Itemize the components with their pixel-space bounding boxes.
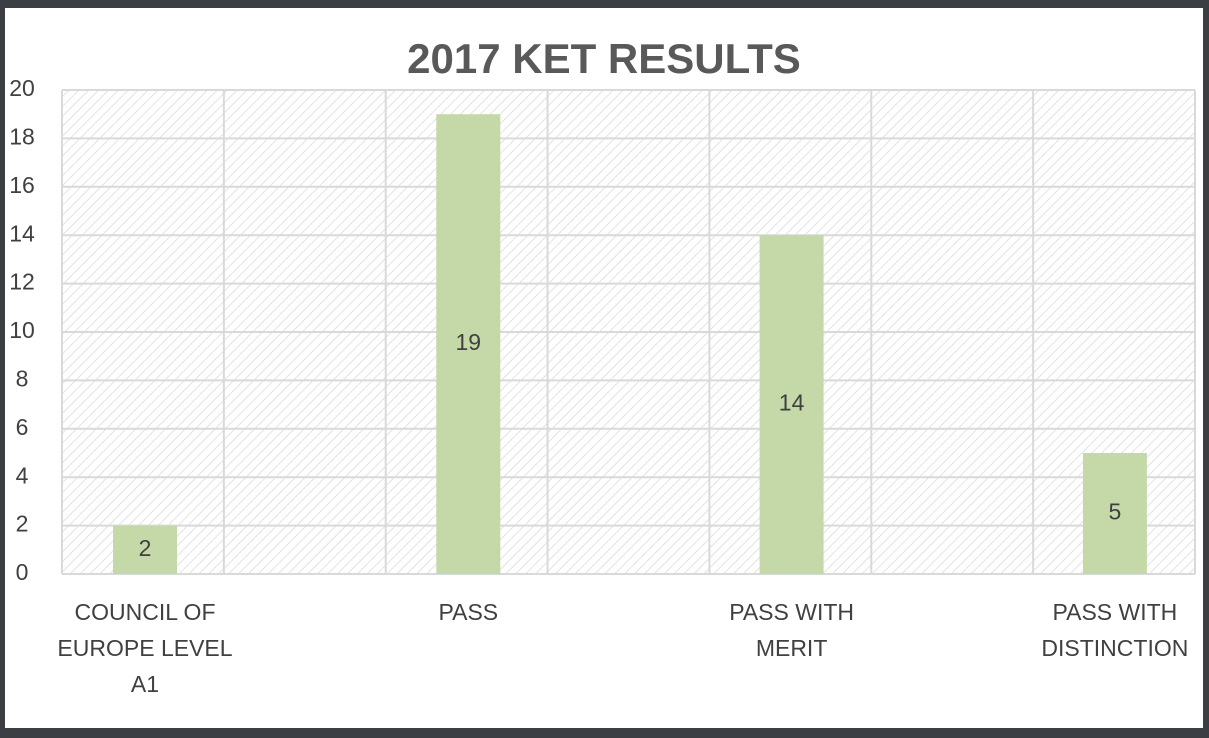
bar [759,235,824,574]
y-tick-label: 6 [16,414,29,440]
data-label: 5 [1109,499,1122,525]
y-tick-label: 10 [9,317,35,343]
y-tick-label: 4 [16,462,29,488]
bar [113,525,177,574]
y-tick-label: 20 [9,75,35,101]
data-label: 19 [456,329,482,355]
y-tick-label: 2 [16,511,29,537]
y-tick-label: 18 [9,123,35,149]
x-tick-label: PASS [438,599,499,625]
x-tick-label: COUNCIL OF EUROPE LEVEL A1 [57,599,233,697]
y-tick-label: 0 [16,559,29,585]
y-tick-label: 14 [9,220,35,246]
y-tick-label: 12 [9,269,35,295]
bar [1082,453,1147,574]
bar [436,114,501,574]
x-tick-label: PASS WITH DISTINCTION [1041,599,1189,661]
x-tick-label: PASS WITH MERIT [729,599,854,661]
data-label: 14 [779,390,805,416]
data-label: 2 [139,535,152,561]
y-tick-label: 8 [16,365,29,391]
y-tick-label: 16 [9,172,35,198]
chart-title: 2017 KET RESULTS [407,35,801,82]
